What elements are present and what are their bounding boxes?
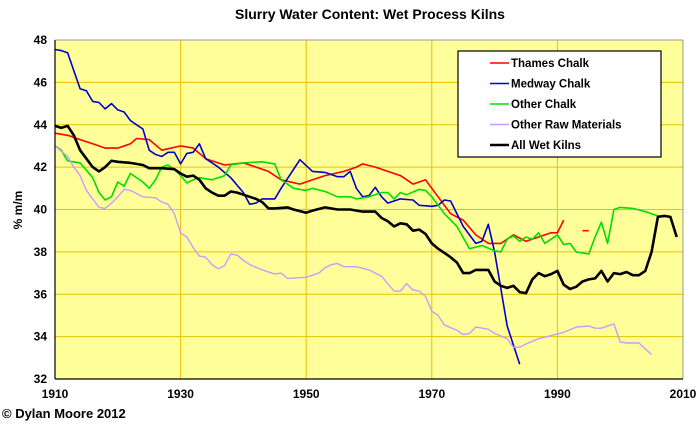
x-tick-label: 1910: [42, 387, 69, 401]
y-tick-label: 38: [34, 245, 48, 259]
series-line: [54, 145, 653, 356]
y-tick-label: 48: [34, 33, 48, 47]
y-tick-label: 36: [34, 287, 48, 301]
x-tick-label: 1950: [293, 387, 320, 401]
y-tick-label: 32: [34, 372, 48, 386]
y-tick-label: 46: [34, 75, 48, 89]
legend: Thames Chalk Medway Chalk Other Chalk Other…: [457, 50, 662, 158]
series-lines: [54, 48, 678, 365]
y-axis-label: % m/m: [11, 191, 25, 230]
series-line: [54, 124, 678, 295]
legend-label: Other Chalk: [511, 99, 577, 111]
series-line: [54, 145, 665, 255]
legend-label: Other Raw Materials: [511, 120, 622, 132]
x-tick-label: 1930: [167, 387, 194, 401]
legend-label: Thames Chalk: [511, 58, 590, 70]
x-tick-label: 1990: [544, 387, 571, 401]
y-tick-label: 40: [34, 203, 48, 217]
x-tick-label: 1970: [418, 387, 445, 401]
chart-title: Slurry Water Content: Wet Process Kilns: [235, 6, 505, 22]
legend-label: Medway Chalk: [511, 79, 591, 91]
series-other-chalk: [54, 145, 665, 255]
series-all-wet-kilns: [54, 124, 678, 295]
copyright: © Dylan Moore 2012: [2, 406, 126, 421]
axes: 32 34 36 38 40 42 44 46 48 1910 1930 1950 1970 1990 20…: [34, 33, 697, 401]
series-other-raw-materials: [54, 145, 653, 356]
y-tick-label: 34: [34, 330, 48, 344]
y-tick-label: 42: [34, 160, 48, 174]
legend-label: All Wet Kilns: [511, 140, 581, 152]
y-tick-label: 44: [34, 118, 48, 132]
x-tick-label: 2010: [670, 387, 697, 401]
